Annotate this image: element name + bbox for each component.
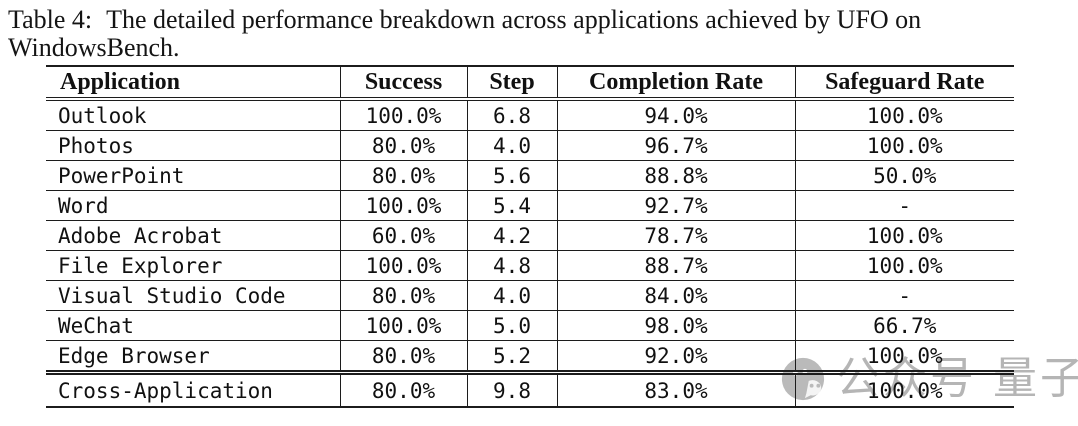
cell-success: 100.0% xyxy=(339,250,467,281)
cell-completion-rate: 98.0% xyxy=(556,310,795,341)
table-row-cross-application: Cross-Application 80.0% 9.8 83.0% 100.0% xyxy=(46,370,1014,408)
cell-completion-rate: 88.7% xyxy=(556,250,795,281)
cell-application: WeChat xyxy=(46,310,340,341)
cell-step: 5.6 xyxy=(466,160,557,191)
cell-safeguard-rate: 50.0% xyxy=(794,160,1014,191)
table-row: PowerPoint 80.0% 5.6 88.8% 50.0% xyxy=(46,160,1014,191)
cell-success: 80.0% xyxy=(339,370,467,408)
header-success: Success xyxy=(339,65,467,101)
cell-completion-rate: 96.7% xyxy=(556,130,795,161)
cell-completion-rate: 83.0% xyxy=(556,370,795,408)
cell-application: Outlook xyxy=(46,99,340,131)
cell-application: File Explorer xyxy=(46,250,340,281)
cell-completion-rate: 92.0% xyxy=(556,340,795,373)
cell-success: 80.0% xyxy=(339,280,467,311)
performance-table: Application Success Step Completion Rate… xyxy=(46,65,1014,408)
header-application: Application xyxy=(46,65,340,101)
cell-step: 4.2 xyxy=(466,220,557,251)
cell-application: Adobe Acrobat xyxy=(46,220,340,251)
cell-safeguard-rate: - xyxy=(794,190,1014,221)
cell-application: PowerPoint xyxy=(46,160,340,191)
cell-step: 9.8 xyxy=(466,370,557,408)
table-caption: Table 4: The detailed performance breakdo… xyxy=(0,0,1078,62)
cell-completion-rate: 84.0% xyxy=(556,280,795,311)
table-row: Word 100.0% 5.4 92.7% - xyxy=(46,190,1014,221)
cell-success: 80.0% xyxy=(339,340,467,373)
header-step: Step xyxy=(466,65,557,101)
cell-success: 100.0% xyxy=(339,190,467,221)
cell-safeguard-rate: 100.0% xyxy=(794,220,1014,251)
cell-step: 5.4 xyxy=(466,190,557,221)
table-caption-text: The detailed performance breakdown acros… xyxy=(8,5,922,62)
cell-step: 6.8 xyxy=(466,99,557,131)
table-caption-label: Table 4: xyxy=(8,5,93,34)
table-row: Adobe Acrobat 60.0% 4.2 78.7% 100.0% xyxy=(46,220,1014,251)
cell-application: Visual Studio Code xyxy=(46,280,340,311)
cell-completion-rate: 92.7% xyxy=(556,190,795,221)
cell-step: 4.0 xyxy=(466,130,557,161)
table-row: WeChat 100.0% 5.0 98.0% 66.7% xyxy=(46,310,1014,341)
cell-safeguard-rate: - xyxy=(794,280,1014,311)
table-row: Edge Browser 80.0% 5.2 92.0% 100.0% xyxy=(46,340,1014,373)
cell-step: 5.2 xyxy=(466,340,557,373)
cell-safeguard-rate: 100.0% xyxy=(794,370,1014,408)
cell-safeguard-rate: 66.7% xyxy=(794,310,1014,341)
cell-application: Cross-Application xyxy=(46,370,340,408)
cell-safeguard-rate: 100.0% xyxy=(794,340,1014,373)
cell-success: 100.0% xyxy=(339,99,467,131)
table-row: Photos 80.0% 4.0 96.7% 100.0% xyxy=(46,130,1014,161)
cell-success: 80.0% xyxy=(339,160,467,191)
cell-success: 100.0% xyxy=(339,310,467,341)
cell-application: Photos xyxy=(46,130,340,161)
table-row: Outlook 100.0% 6.8 94.0% 100.0% xyxy=(46,99,1014,131)
cell-success: 80.0% xyxy=(339,130,467,161)
cell-safeguard-rate: 100.0% xyxy=(794,250,1014,281)
cell-completion-rate: 78.7% xyxy=(556,220,795,251)
cell-completion-rate: 88.8% xyxy=(556,160,795,191)
cell-step: 5.0 xyxy=(466,310,557,341)
header-completion-rate: Completion Rate xyxy=(556,65,795,101)
cell-application: Edge Browser xyxy=(46,340,340,373)
header-safeguard-rate: Safeguard Rate xyxy=(794,65,1014,101)
cell-application: Word xyxy=(46,190,340,221)
cell-safeguard-rate: 100.0% xyxy=(794,130,1014,161)
table-row: Visual Studio Code 80.0% 4.0 84.0% - xyxy=(46,280,1014,311)
cell-completion-rate: 94.0% xyxy=(556,99,795,131)
table-header: Application Success Step Completion Rate… xyxy=(46,65,1014,101)
header-row: Application Success Step Completion Rate… xyxy=(46,65,1014,101)
cell-success: 60.0% xyxy=(339,220,467,251)
cell-step: 4.0 xyxy=(466,280,557,311)
cell-step: 4.8 xyxy=(466,250,557,281)
table-body: Outlook 100.0% 6.8 94.0% 100.0% Photos 8… xyxy=(46,99,1014,408)
table-row: File Explorer 100.0% 4.8 88.7% 100.0% xyxy=(46,250,1014,281)
cell-safeguard-rate: 100.0% xyxy=(794,99,1014,131)
